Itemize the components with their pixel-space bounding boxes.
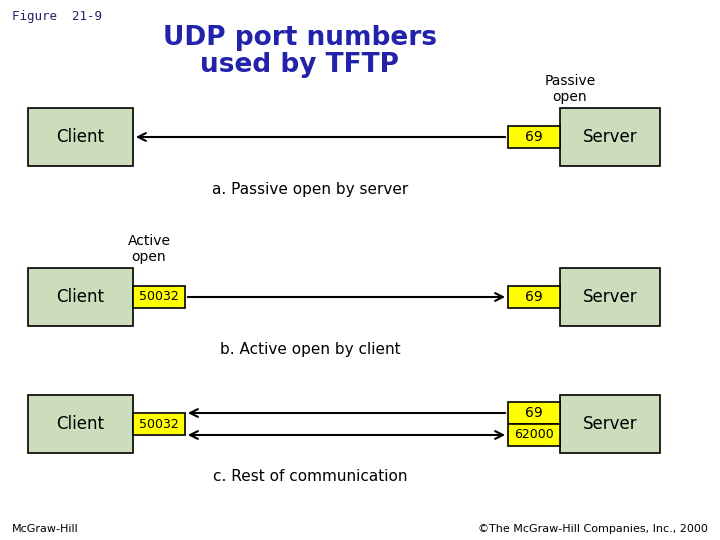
FancyBboxPatch shape [28,268,133,326]
FancyBboxPatch shape [133,286,185,308]
Text: 69: 69 [525,130,543,144]
FancyBboxPatch shape [560,108,660,166]
Text: b. Active open by client: b. Active open by client [220,342,400,357]
Text: ©The McGraw-Hill Companies, Inc., 2000: ©The McGraw-Hill Companies, Inc., 2000 [478,524,708,534]
FancyBboxPatch shape [508,402,560,424]
Text: Client: Client [56,415,104,433]
Text: a. Passive open by server: a. Passive open by server [212,182,408,197]
Text: c. Rest of communication: c. Rest of communication [212,469,408,484]
FancyBboxPatch shape [508,424,560,446]
Text: 69: 69 [525,290,543,304]
FancyBboxPatch shape [28,108,133,166]
Text: 69: 69 [525,406,543,420]
FancyBboxPatch shape [560,395,660,453]
FancyBboxPatch shape [560,268,660,326]
Text: Server: Server [582,128,637,146]
Text: UDP port numbers: UDP port numbers [163,25,437,51]
FancyBboxPatch shape [133,413,185,435]
Text: Passive
open: Passive open [544,74,595,104]
Text: McGraw-Hill: McGraw-Hill [12,524,78,534]
Text: 62000: 62000 [514,429,554,442]
Text: Client: Client [56,288,104,306]
FancyBboxPatch shape [508,286,560,308]
Text: Figure  21-9: Figure 21-9 [12,10,102,23]
Text: Active
open: Active open [127,234,171,264]
Text: 50032: 50032 [139,291,179,303]
Text: used by TFTP: used by TFTP [200,52,400,78]
Text: 50032: 50032 [139,417,179,430]
FancyBboxPatch shape [28,395,133,453]
FancyBboxPatch shape [508,126,560,148]
Text: Server: Server [582,415,637,433]
Text: Client: Client [56,128,104,146]
Text: Server: Server [582,288,637,306]
